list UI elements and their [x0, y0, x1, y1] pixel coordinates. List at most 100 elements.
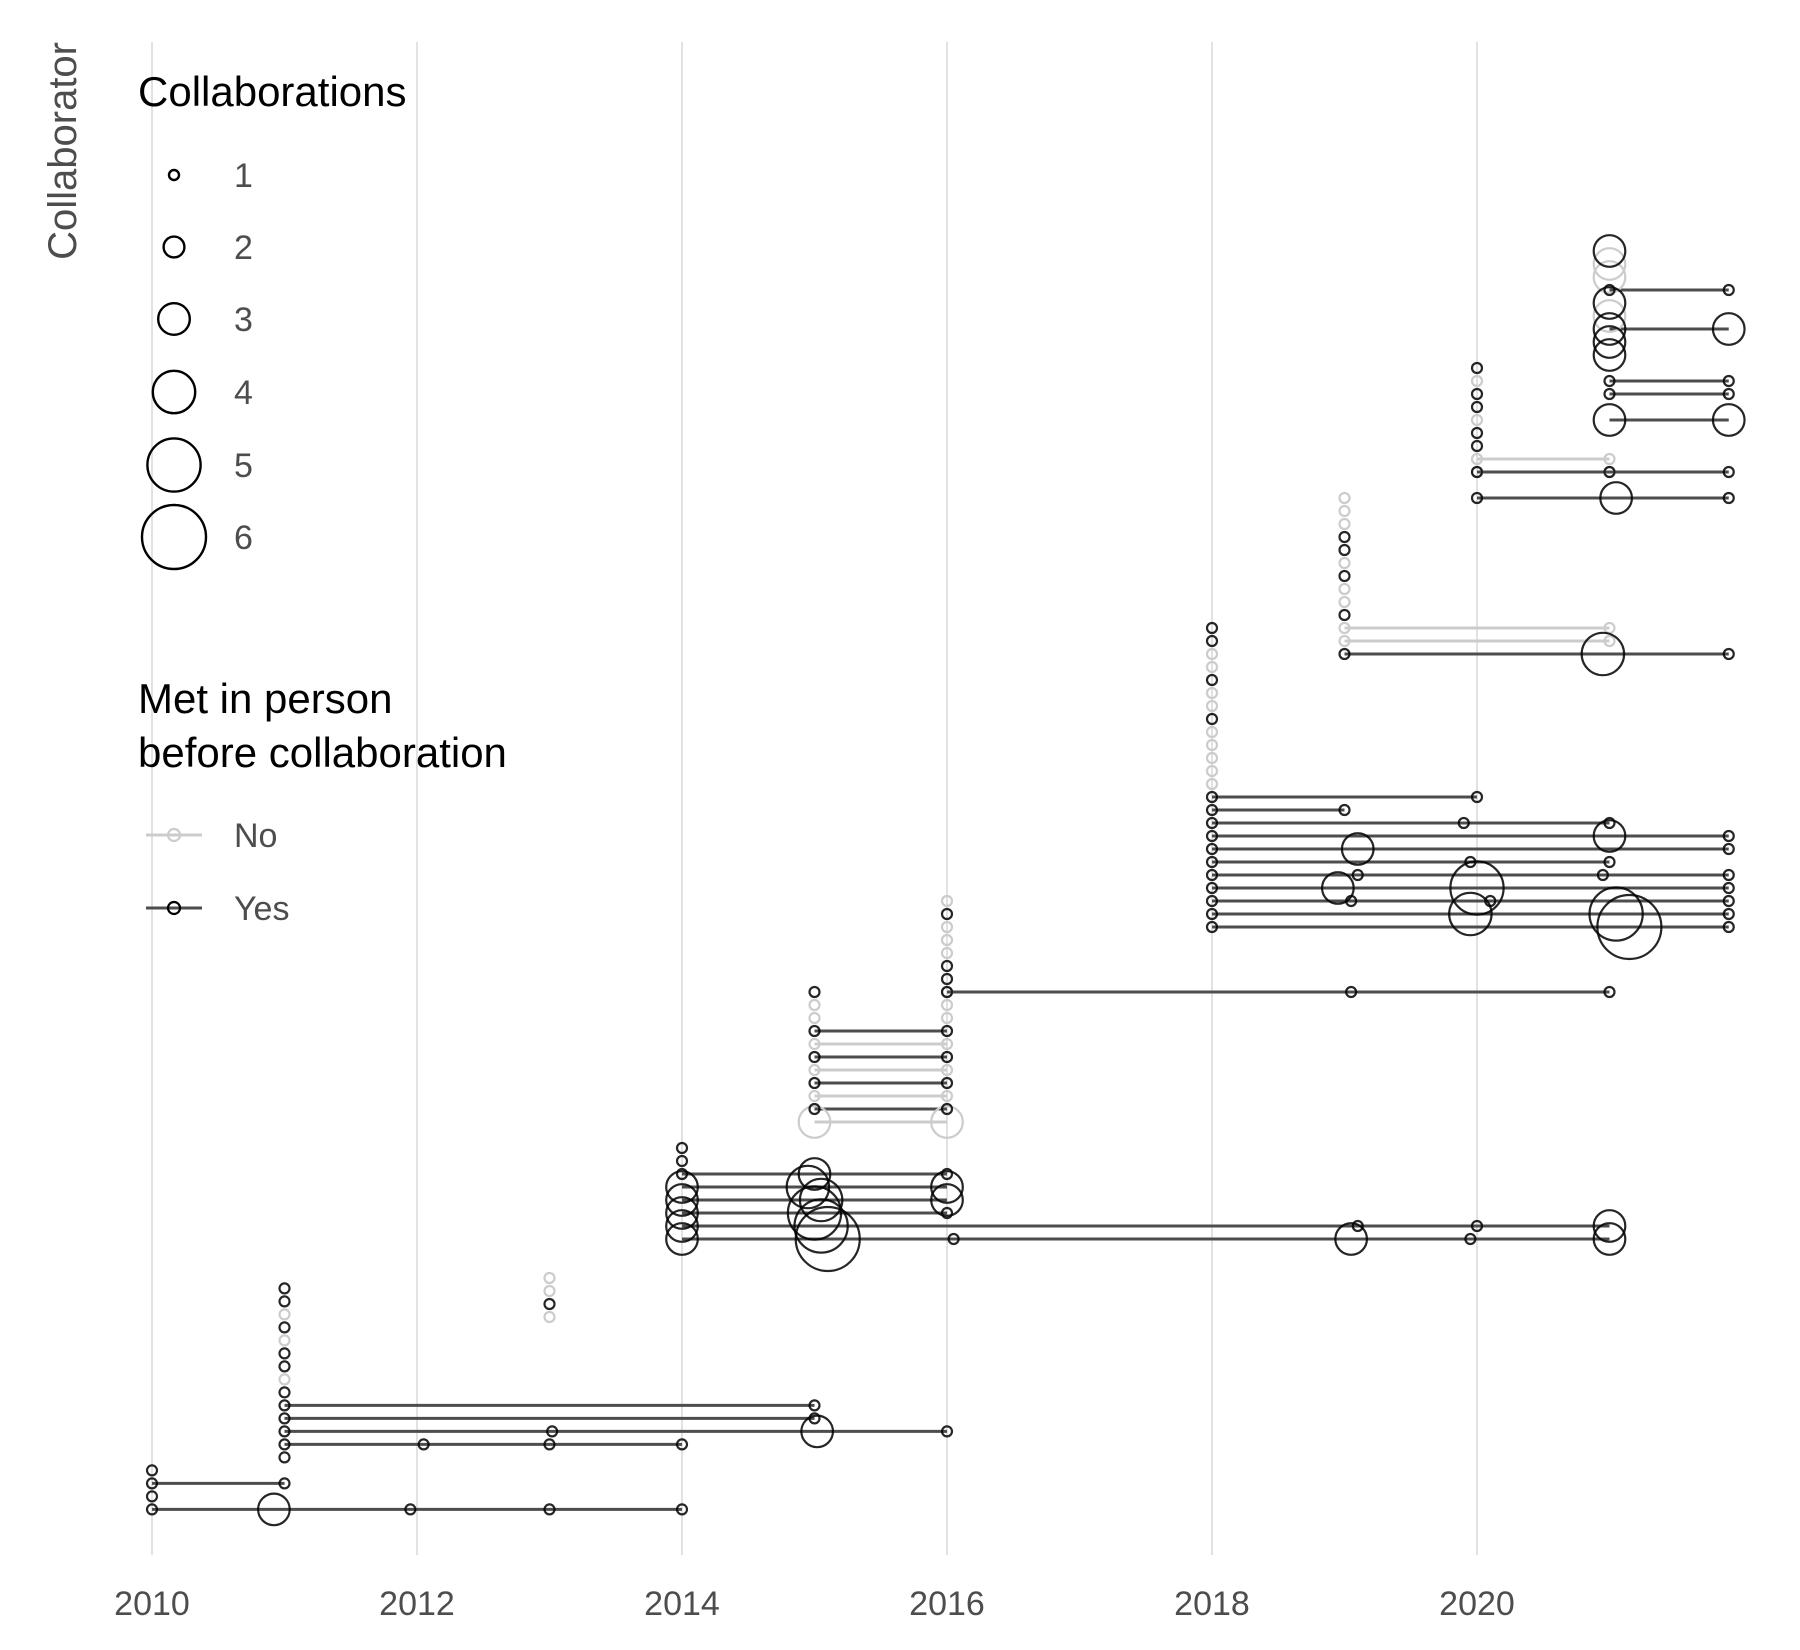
legend-size-circle-1	[167, 168, 181, 182]
collab-point	[1205, 829, 1219, 843]
collab-point	[278, 1412, 291, 1425]
collab-point	[1205, 816, 1219, 830]
collab-point	[808, 1102, 821, 1116]
collab-point	[1603, 283, 1616, 297]
collab-point	[1470, 465, 1484, 479]
collab-point	[1464, 855, 1477, 869]
collab-point	[145, 1503, 159, 1516]
collab-point	[1470, 491, 1484, 505]
x-tick-label-2010: 2010	[114, 1585, 190, 1623]
collab-point	[940, 1050, 954, 1064]
collab-point	[1722, 881, 1735, 895]
collab-point	[1338, 803, 1351, 817]
collab-point	[808, 1037, 821, 1051]
legend-size-circle-6	[140, 503, 208, 571]
collab-point	[947, 1232, 960, 1246]
legend-size-circle-3	[156, 302, 191, 337]
collab-point	[1205, 699, 1219, 713]
collab-point	[1338, 595, 1351, 609]
collab-point	[1345, 985, 1358, 999]
collaboration-points	[145, 234, 1746, 1527]
collab-point	[278, 1347, 291, 1360]
collab-point	[940, 1102, 954, 1116]
collab-point	[1711, 403, 1746, 437]
collab-point	[808, 1076, 821, 1090]
x-tick-label-2014: 2014	[644, 1585, 720, 1623]
collab-point	[785, 1164, 831, 1210]
collab-point	[278, 1477, 291, 1490]
collab-point	[404, 1503, 417, 1516]
collab-point	[675, 1438, 689, 1451]
collab-point	[1338, 504, 1351, 518]
collab-point	[1592, 299, 1627, 333]
collab-point	[665, 1196, 699, 1230]
collab-point	[1592, 312, 1627, 346]
collab-point	[1603, 465, 1616, 479]
collab-point	[1722, 868, 1735, 882]
collab-point	[940, 1167, 954, 1181]
collab-point	[278, 1334, 291, 1347]
collab-point	[1205, 686, 1219, 700]
collab-point	[1470, 452, 1484, 466]
collab-point	[1205, 751, 1219, 765]
collab-point	[808, 1050, 821, 1064]
collab-point	[546, 1425, 559, 1438]
x-tick-label-2018: 2018	[1174, 1585, 1250, 1623]
collab-point	[1449, 860, 1505, 916]
collab-point	[1603, 855, 1616, 869]
collab-point	[940, 959, 954, 973]
collab-point	[1580, 631, 1626, 677]
collab-point	[675, 1503, 689, 1516]
collab-point	[1205, 894, 1219, 908]
collab-point	[786, 1185, 843, 1241]
collab-point	[808, 1011, 821, 1025]
collab-point	[1205, 920, 1219, 934]
collab-point	[1592, 403, 1627, 437]
collab-point	[940, 907, 954, 921]
collab-point	[675, 1154, 689, 1168]
collab-point	[675, 1167, 689, 1181]
collab-point	[940, 933, 954, 947]
collab-point	[808, 1399, 821, 1412]
collab-point	[1592, 247, 1627, 281]
collab-point	[800, 1414, 835, 1449]
collab-point	[1470, 439, 1484, 453]
collab-point	[1320, 871, 1355, 905]
collab-point	[278, 1399, 291, 1412]
collab-point	[1603, 374, 1616, 388]
collab-point	[1205, 777, 1219, 791]
collab-point	[1205, 712, 1219, 726]
collab-point	[1722, 894, 1735, 908]
collab-point	[940, 1024, 954, 1038]
legend-color-title-line-2: before collaboration	[138, 729, 507, 776]
collab-point	[1484, 894, 1497, 908]
collab-point	[940, 1206, 954, 1220]
collab-point	[278, 1451, 291, 1464]
collab-point	[808, 1412, 821, 1425]
legend-size-label-1: 1	[234, 157, 253, 195]
collab-point	[1592, 338, 1627, 372]
collab-point	[1340, 832, 1375, 866]
collab-point	[1205, 868, 1219, 882]
collab-point	[1205, 725, 1219, 739]
collab-point	[1592, 819, 1627, 853]
collab-point	[940, 1076, 954, 1090]
collab-point	[1205, 790, 1219, 804]
collab-point	[1711, 312, 1746, 346]
x-axis-ticks: 2010 2012 2014 2016 2018 2020	[114, 1585, 1515, 1623]
collab-point	[1722, 647, 1735, 661]
collab-point	[1470, 1219, 1484, 1233]
collab-point	[1603, 634, 1616, 648]
collab-point	[940, 946, 954, 960]
collab-point	[794, 1205, 861, 1273]
collab-point	[1351, 868, 1364, 882]
collab-point	[808, 1024, 821, 1038]
x-tick-label-2020: 2020	[1439, 1585, 1515, 1623]
collab-point	[1338, 608, 1351, 622]
collab-point	[798, 1177, 844, 1223]
y-axis-title: Collaborator	[41, 42, 85, 260]
collab-point	[1722, 829, 1735, 843]
collab-point	[665, 1222, 699, 1256]
